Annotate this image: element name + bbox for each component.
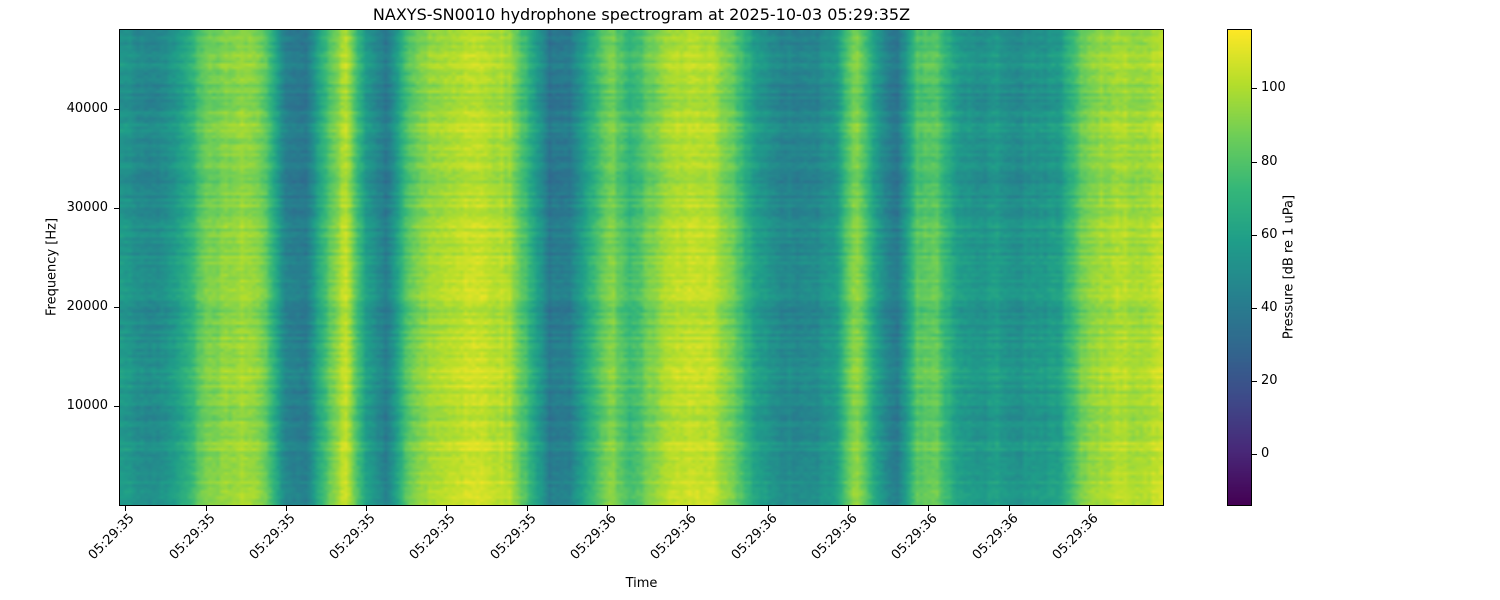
colorbar-label: Pressure [dB re 1 uPa] (1281, 194, 1297, 340)
spectrogram-canvas (120, 30, 1163, 505)
colorbar-tick-label: 80 (1261, 154, 1278, 169)
x-tick-mark (928, 506, 929, 511)
colorbar-canvas (1228, 30, 1251, 505)
y-tick-mark (114, 406, 120, 407)
x-tick-mark (446, 506, 447, 511)
x-axis-label: Time (625, 576, 658, 591)
y-tick-mark (114, 307, 120, 308)
x-tick-mark (206, 506, 207, 511)
y-tick-label: 20000 (66, 299, 108, 314)
colorbar-tick-mark (1252, 162, 1257, 163)
x-tick-mark (1009, 506, 1010, 511)
y-tick-mark (114, 109, 120, 110)
chart-title: NAXYS-SN0010 hydrophone spectrogram at 2… (372, 5, 911, 24)
colorbar-tick-label: 60 (1261, 227, 1278, 242)
colorbar-tick-mark (1252, 235, 1257, 236)
colorbar-tick-mark (1252, 88, 1257, 89)
x-tick-mark (125, 506, 126, 511)
y-tick-label: 10000 (66, 398, 108, 413)
x-tick-mark (768, 506, 769, 511)
y-tick-mark (114, 208, 120, 209)
y-tick-label: 40000 (66, 101, 108, 116)
colorbar-tick-label: 40 (1261, 300, 1278, 315)
colorbar-tick-label: 20 (1261, 373, 1278, 388)
colorbar (1227, 29, 1252, 506)
x-tick-mark (286, 506, 287, 511)
x-tick-mark (366, 506, 367, 511)
x-tick-mark (1089, 506, 1090, 511)
x-tick-mark (848, 506, 849, 511)
x-tick-mark (607, 506, 608, 511)
y-tick-label: 30000 (66, 200, 108, 215)
x-tick-mark (527, 506, 528, 511)
plot-area (119, 29, 1164, 506)
colorbar-tick-label: 0 (1261, 446, 1270, 461)
colorbar-tick-label: 100 (1261, 80, 1286, 95)
colorbar-tick-mark (1252, 308, 1257, 309)
x-tick-mark (687, 506, 688, 511)
colorbar-tick-mark (1252, 381, 1257, 382)
colorbar-tick-mark (1252, 454, 1257, 455)
